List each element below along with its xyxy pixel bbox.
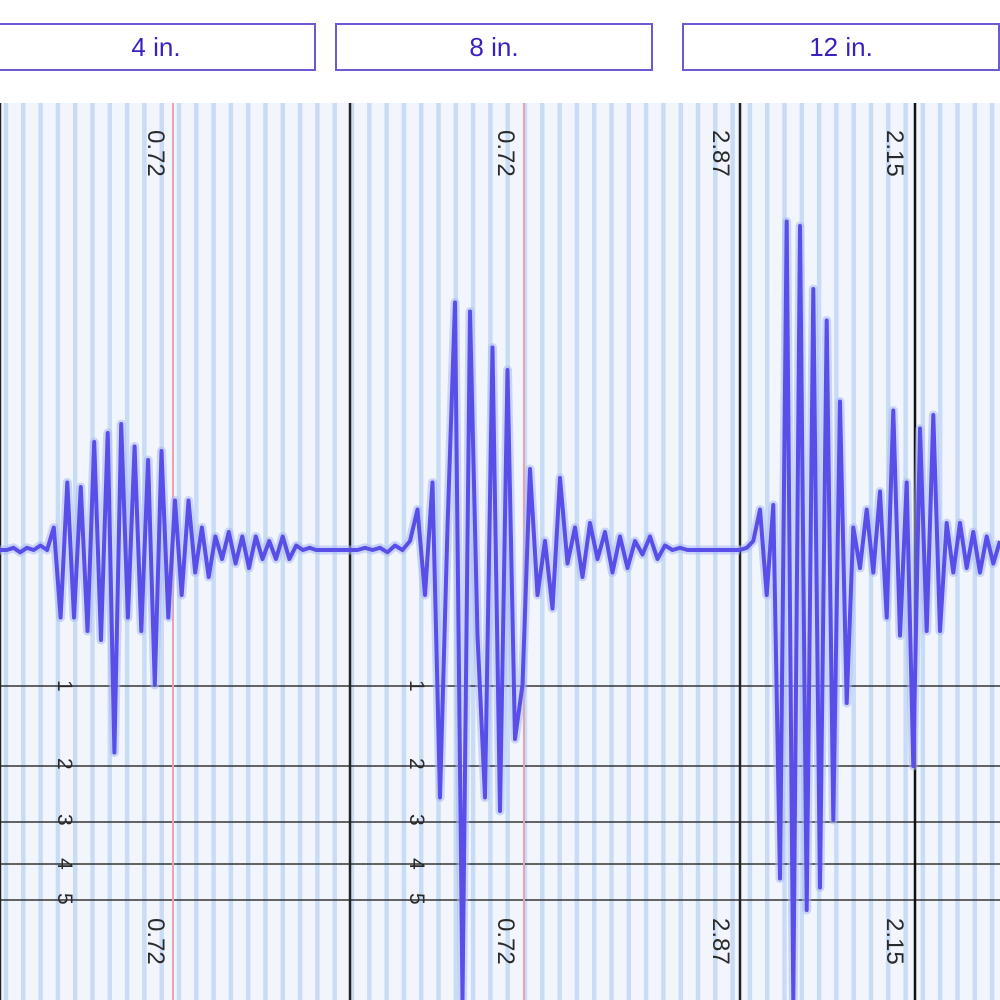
reading-bottom-2: 0.72 bbox=[492, 918, 519, 965]
tab-4-in[interactable]: 4 in. bbox=[0, 23, 316, 71]
tick-label: 4 bbox=[53, 858, 76, 870]
reading-top-1: 0.72 bbox=[142, 130, 169, 177]
trace-1 bbox=[0, 422, 350, 755]
chart-labels: 0.72 0.72 1 2 3 4 5 0.72 0.72 1 2 3 4 5 2.87 2.87 2.15 2.… bbox=[53, 130, 908, 965]
tab-12-in[interactable]: 12 in. bbox=[682, 23, 1000, 71]
reading-right-top: 2.15 bbox=[881, 130, 908, 177]
waveform-traces bbox=[0, 217, 1000, 1000]
reading-bottom-1: 0.72 bbox=[142, 918, 169, 965]
tick-label: 3 bbox=[405, 814, 428, 826]
tick-label: 3 bbox=[53, 814, 76, 826]
tick-label: 5 bbox=[53, 893, 76, 905]
reading-right-bottom: 2.15 bbox=[881, 918, 908, 965]
tick-label: 4 bbox=[405, 858, 428, 870]
tab-8-in[interactable]: 8 in. bbox=[335, 23, 653, 71]
trace-2 bbox=[350, 300, 740, 1000]
tick-label: 1 bbox=[53, 680, 76, 692]
reading-bottom-3: 2.87 bbox=[707, 918, 734, 965]
tick-label: 2 bbox=[53, 758, 76, 770]
tick-label: 5 bbox=[405, 893, 428, 905]
tick-label: 1 bbox=[405, 680, 428, 692]
reading-top-3: 2.87 bbox=[707, 130, 734, 177]
trace-3 bbox=[739, 219, 1000, 1000]
reading-top-2: 0.72 bbox=[492, 130, 519, 177]
tick-label: 2 bbox=[405, 758, 428, 770]
